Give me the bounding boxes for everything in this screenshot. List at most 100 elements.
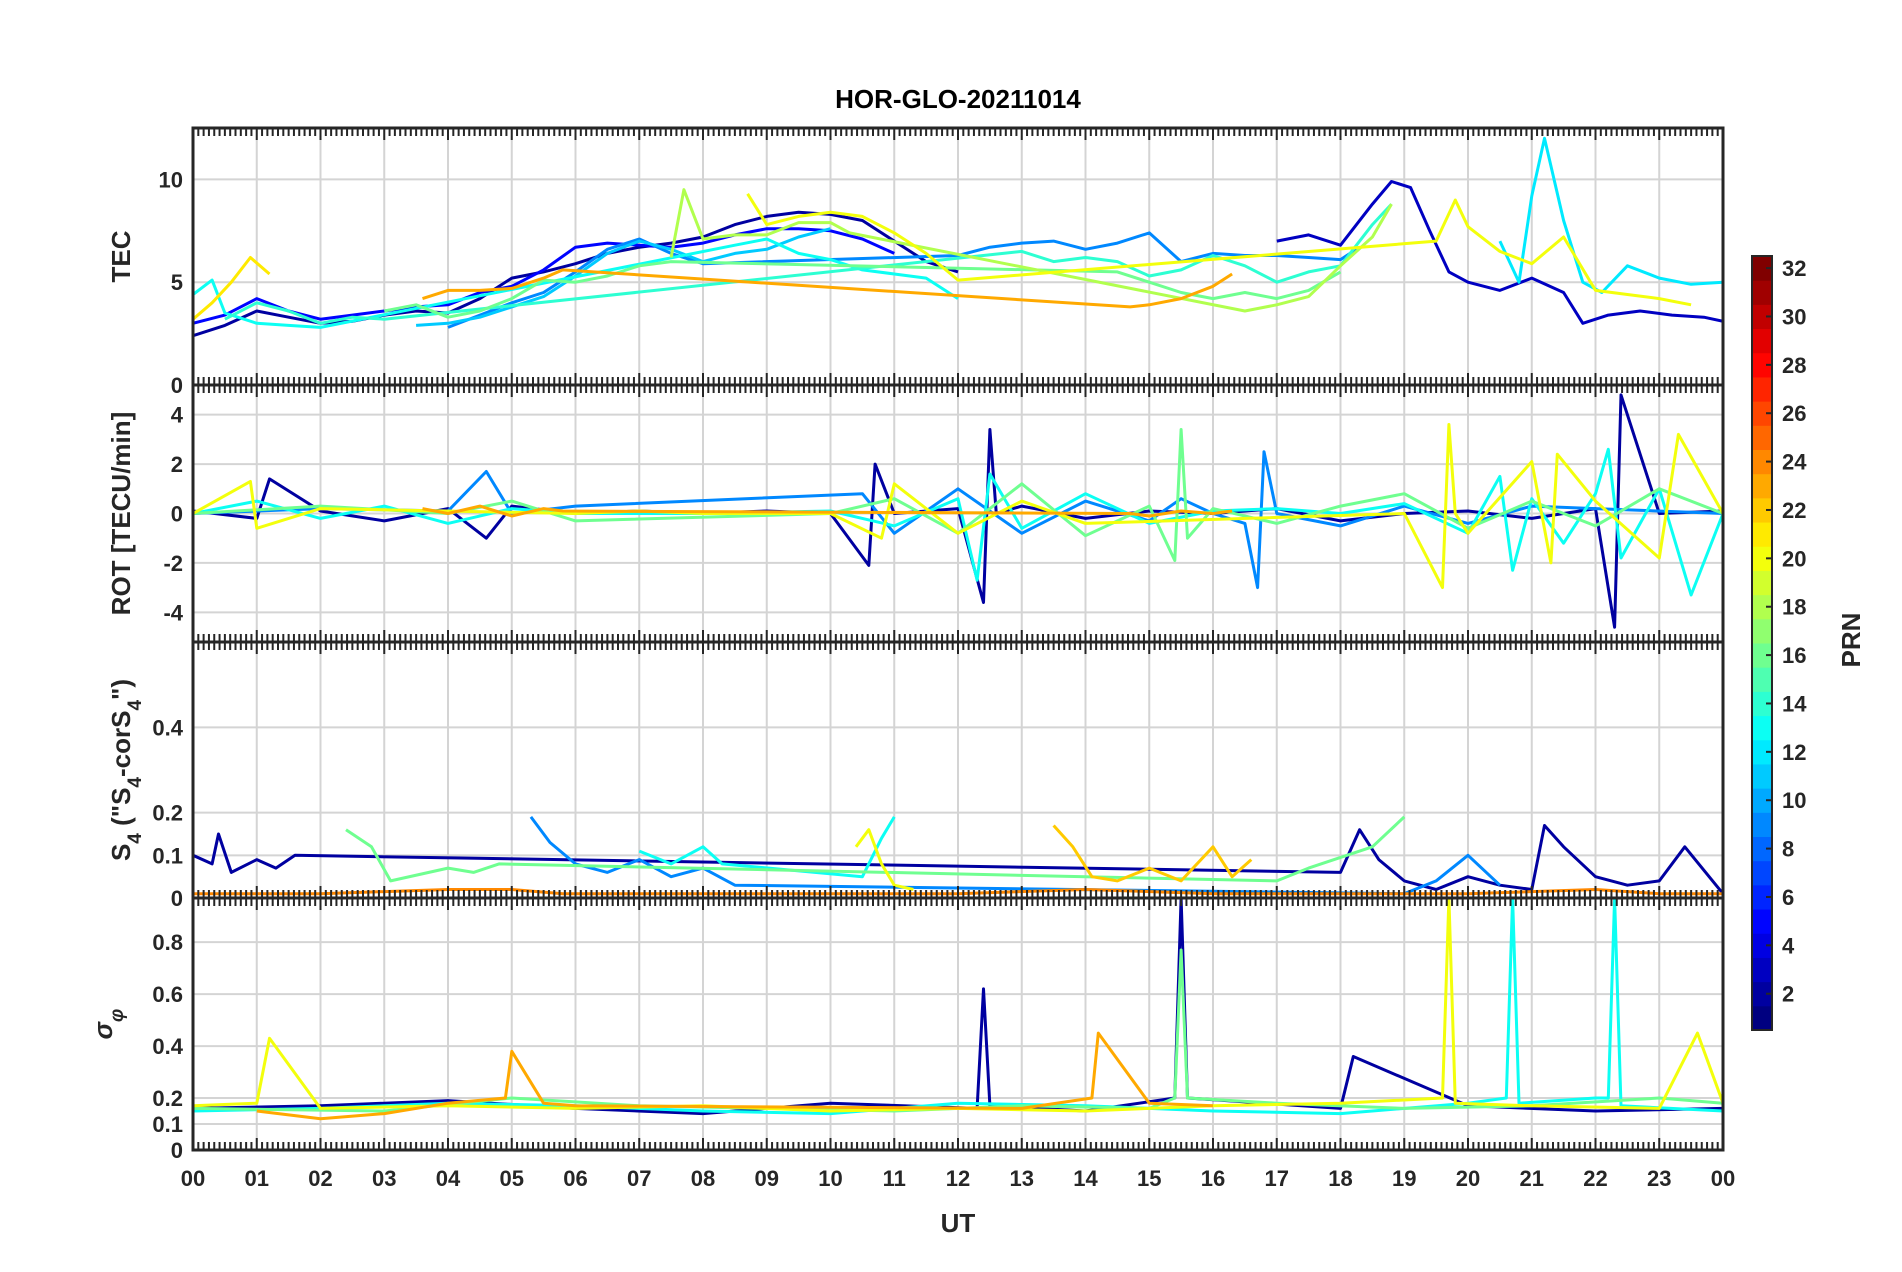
series-line-prn-22 [1052, 824, 1253, 883]
colorbar-segment [1752, 812, 1772, 837]
y-tick-label: 0 [171, 886, 183, 911]
x-tick-label: 20 [1456, 1166, 1480, 1191]
colorbar-segment [1752, 691, 1772, 717]
x-tick-label: 14 [1073, 1166, 1098, 1191]
series-line-prn-20 [193, 898, 1723, 1113]
x-tick-label: 10 [818, 1166, 842, 1191]
colorbar-segment [1752, 860, 1772, 886]
x-tick-label: 00 [1711, 1166, 1735, 1191]
x-tick-label: 21 [1520, 1166, 1544, 1191]
y-tick-label: 0 [171, 373, 183, 398]
colorbar-tick-label: 12 [1782, 740, 1806, 765]
colorbar-segment [1752, 618, 1772, 644]
series-line-prn-16 [384, 260, 1342, 319]
y-axis-label-sigma_phi: σφ [88, 1009, 128, 1040]
x-tick-labels: 00 01 02 03 04 05 06 07 08 09 10 11 12 13 14 15 16 17 18 19… [181, 1166, 1735, 1191]
chart-title: HOR-GLO-20211014 [835, 84, 1081, 114]
colorbar-segment [1752, 328, 1772, 354]
colorbar-segment [1752, 449, 1772, 475]
colorbar-segment [1752, 836, 1772, 862]
colorbar-segment [1752, 304, 1772, 330]
y-tick-label: -4 [163, 600, 183, 625]
colorbar-tick-label: 26 [1782, 401, 1806, 426]
x-axis-label: UT [941, 1208, 976, 1238]
colorbar-tick-label: 24 [1782, 450, 1807, 475]
colorbar-frame [1751, 255, 1773, 1031]
x-tick-label: 17 [1265, 1166, 1289, 1191]
colorbar-segment [1752, 1005, 1772, 1031]
colorbar-segment [1752, 256, 1772, 281]
colorbar-tick-label: 4 [1782, 933, 1795, 958]
colorbar-tick-label: 30 [1782, 304, 1806, 329]
x-tick-label: 22 [1583, 1166, 1607, 1191]
x-tick-label: 09 [755, 1166, 779, 1191]
x-tick-label: 06 [563, 1166, 587, 1191]
colorbar-segment [1752, 643, 1772, 668]
x-tick-label: 07 [627, 1166, 651, 1191]
y-tick-label: 0.1 [152, 843, 183, 868]
colorbar-segment [1752, 763, 1772, 789]
x-tick-label: 01 [245, 1166, 269, 1191]
series-line-prn-20 [854, 828, 914, 891]
colorbar-tick-label: 10 [1782, 788, 1806, 813]
panel-sigma-phi: 00.10.2 0.4 0.6 0.8 σφ [88, 896, 1725, 1163]
series-line-prn-20 [193, 423, 1723, 590]
colorbar-tick-label: 8 [1782, 837, 1794, 862]
y-tick-label: 0.8 [152, 930, 183, 955]
x-tick-label: 04 [436, 1166, 461, 1191]
colorbar-segment [1752, 884, 1772, 910]
x-tick-label: 11 [883, 1166, 906, 1191]
y-tick-label: 0.4 [152, 1034, 183, 1059]
series-line-prn-16 [345, 815, 1406, 883]
colorbar-segment [1752, 280, 1772, 305]
series-line-prn-14 [224, 203, 1393, 325]
series-line-prn-23 [422, 268, 1233, 309]
x-tick-label: 13 [1010, 1166, 1034, 1191]
y-tick-label: 0.4 [152, 715, 183, 740]
series-line-prn-3 [1276, 180, 1723, 325]
colorbar-tick-label: 20 [1782, 546, 1806, 571]
colorbar-tick-label: 14 [1782, 691, 1807, 716]
series-line-prn-20 [746, 193, 1692, 307]
series-line-prn-23 [256, 1031, 1214, 1121]
y-tick-label: 0.2 [152, 1086, 183, 1111]
y-tick-label: 2 [171, 452, 183, 477]
x-tick-label: 19 [1392, 1166, 1416, 1191]
colorbar-tick-label: 18 [1782, 595, 1806, 620]
y-axis-label-rot: ROT [TECU/min] [106, 412, 136, 616]
series-line-prn-13 [193, 237, 959, 329]
colorbar-segment [1752, 546, 1772, 571]
series-line-prn-12 [1498, 136, 1723, 294]
x-tick-label: 02 [308, 1166, 332, 1191]
colorbar-label: PRN [1836, 613, 1866, 668]
axes-frame [191, 896, 1725, 1152]
colorbar-tick-label: 6 [1782, 885, 1794, 910]
series-line-prn-13 [193, 447, 1723, 597]
colorbar-segment [1752, 352, 1772, 378]
y-tick-label: 0.6 [152, 982, 183, 1007]
colorbar-segment [1752, 497, 1772, 523]
series-line-prn-9 [529, 816, 1501, 896]
colorbar-segment [1752, 594, 1772, 620]
y-axis-label-tec: TEC [106, 230, 136, 282]
y-axis-label-s4: S4 ("S4-corS4") [106, 679, 146, 861]
x-tick-label: 08 [691, 1166, 715, 1191]
y-tick-label: 0.1 [152, 1112, 183, 1137]
colorbar-segment [1752, 715, 1772, 741]
y-tick-label: 10 [159, 167, 183, 192]
colorbar-segment [1752, 473, 1772, 499]
colorbar-segment [1752, 933, 1772, 958]
y-tick-label: 5 [171, 270, 183, 295]
colorbar-tick-label: 22 [1782, 498, 1806, 523]
x-tick-label: 16 [1201, 1166, 1225, 1191]
x-tick-label: 00 [181, 1166, 205, 1191]
colorbar-segment [1752, 570, 1772, 596]
series-line-prn-5 [193, 227, 895, 325]
colorbar-tick-label: 2 [1782, 982, 1794, 1007]
series-line-prn-21 [193, 256, 271, 321]
series-line-prn-11 [416, 227, 831, 327]
x-tick-label: 05 [500, 1166, 524, 1191]
colorbar-segment [1752, 909, 1772, 934]
y-tick-label: 0.2 [152, 801, 183, 826]
